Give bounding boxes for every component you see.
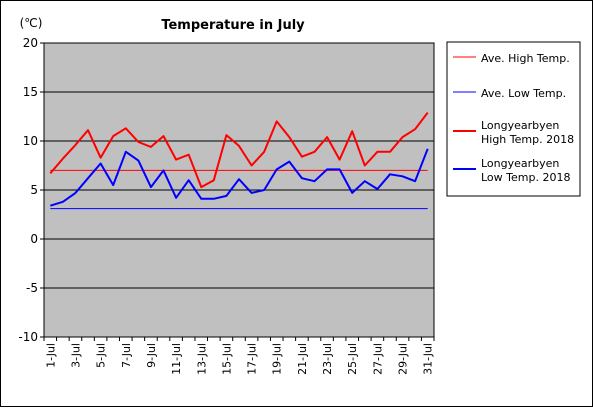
x-tick-label: 31-Jul [422,343,435,375]
x-axis-ticks: 1-Jul 3-Jul 5-Jul 7-Jul 9-Jul 11-Jul 13-Jul 15-… [43,337,435,375]
x-tick-label: 19-Jul [271,343,284,375]
y-tick-label: 5 [30,183,38,197]
series-lines [49,111,429,210]
x-tick-label: 17-Jul [246,343,259,375]
y-tick-label: 15 [23,85,38,99]
x-tick-label: 25-Jul [346,343,359,375]
y-tick-label: 10 [23,134,38,148]
legend-label: Longyearbyen [481,119,559,132]
x-tick-label: 3-Jul [69,343,82,368]
x-tick-label: 1-Jul [44,343,57,368]
gridlines [44,91,434,289]
legend-label: Low Temp. 2018 [481,171,570,184]
legend-label: High Temp. 2018 [481,133,574,146]
x-tick-label: 21-Jul [296,343,309,375]
x-tick-label: 29-Jul [397,343,410,375]
series-line [49,111,429,189]
y-tick-label: 20 [23,36,38,50]
chart-title: Temperature in July [161,18,305,33]
x-tick-label: 5-Jul [95,343,108,368]
y-tick-label: 0 [30,232,38,246]
legend: Ave. High Temp. Ave. Low Temp. Longyearbye… [453,52,574,184]
legend-label: Ave. Low Temp. [481,87,566,100]
x-tick-label: 9-Jul [145,343,158,368]
y-tick-label: -10 [18,330,38,344]
x-tick-label: 15-Jul [220,343,233,375]
y-tick-label: -5 [26,281,38,295]
x-tick-label: 7-Jul [120,343,133,368]
legend-box [446,41,581,197]
series-line [50,148,429,207]
y-axis-ticks: 20 15 10 5 0 -5 -10 [18,36,44,344]
x-tick-label: 11-Jul [170,343,183,375]
x-tick-label: 13-Jul [195,343,208,375]
x-tick-label: 27-Jul [371,343,384,375]
legend-label: Ave. High Temp. [481,52,570,65]
y-axis-unit-label: (℃) [20,16,43,30]
legend-label: Longyearbyen [481,157,559,170]
x-tick-label: 23-Jul [321,343,334,375]
